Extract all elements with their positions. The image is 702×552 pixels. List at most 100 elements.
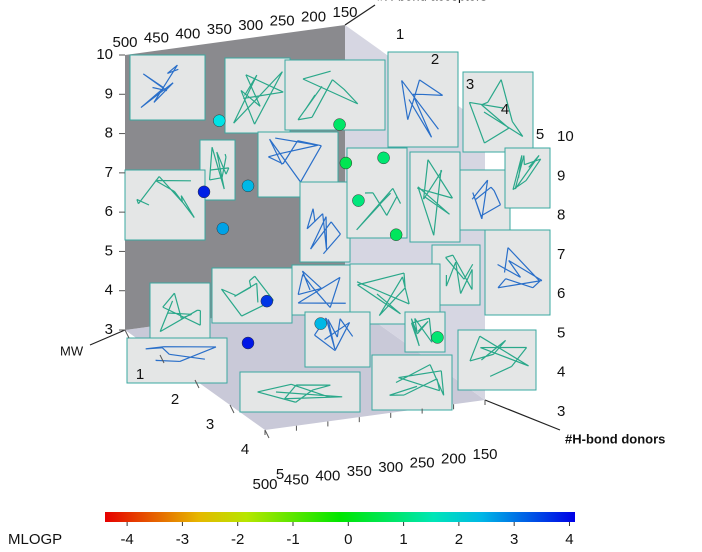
x-tick-label: 450 [144, 30, 169, 47]
x-tick-label: 150 [332, 4, 357, 21]
y-tick-label: 2 [431, 51, 439, 68]
x-tick-label: 150 [472, 446, 497, 463]
molecule [468, 79, 524, 144]
molecule [159, 292, 201, 333]
x-tick-label: 350 [207, 21, 232, 38]
y-axis-line [484, 399, 561, 431]
z-tick-label: 10 [96, 46, 113, 63]
molecule [140, 64, 179, 109]
y-tick-label: 1 [136, 366, 144, 383]
thumbnail [124, 169, 206, 241]
x-tick-label: 250 [270, 13, 295, 30]
molecule [389, 364, 445, 396]
molecule [445, 254, 474, 294]
molecule [208, 147, 230, 190]
colorbar-tick-label: -2 [231, 531, 244, 548]
molecule [257, 383, 343, 403]
colorbar-tick-label: -3 [176, 531, 189, 548]
thumbnail [291, 264, 353, 316]
molecule [356, 272, 410, 316]
molecule [220, 275, 274, 317]
y-tick-label: 4 [501, 101, 509, 118]
z-tick-label: 7 [105, 164, 113, 181]
molecule [417, 159, 453, 236]
z-tick-label: 6 [105, 203, 113, 220]
molecule [306, 208, 341, 255]
thumbnail [284, 59, 386, 131]
z-tick-label: 9 [557, 167, 565, 184]
y-tick-label: 3 [206, 416, 214, 433]
colorbar-tick-label: 0 [344, 531, 352, 548]
y-tick [264, 429, 270, 439]
x-tick-label: 450 [284, 472, 309, 489]
z-axis-title: #H-bond acceptors [377, 0, 487, 3]
z-tick-label: 8 [105, 125, 113, 142]
colorbar-title: MLOGP [8, 531, 62, 548]
molecule [471, 179, 502, 220]
point [241, 179, 255, 193]
z-tick-label: 7 [557, 246, 565, 263]
molecule [497, 247, 543, 289]
thumbnail [126, 337, 228, 384]
z-axis-line [344, 4, 376, 26]
z-tick-label: 5 [557, 324, 565, 341]
x-tick-label: 200 [441, 450, 466, 467]
point [377, 151, 390, 165]
molecule [233, 71, 284, 125]
z-tick-label: 10 [557, 128, 574, 145]
thumbnail [457, 329, 537, 391]
molecule [297, 70, 359, 121]
z-tick-label: 8 [557, 207, 565, 224]
thumbnail [299, 181, 351, 263]
point [197, 185, 211, 199]
y-axis-title: #H-bond donors [565, 431, 665, 446]
y-tick [194, 379, 200, 389]
y-tick [124, 329, 130, 339]
axis-labels: 5005004504504004003503503003002502502002… [8, 0, 665, 548]
z-tick-label: 4 [557, 364, 565, 381]
y-tick-label: 1 [396, 26, 404, 43]
molecule [410, 317, 433, 347]
z-tick-label: 3 [557, 403, 565, 420]
y-tick [159, 354, 165, 364]
x-axis-line [89, 329, 126, 346]
colorbar-tick-label: 4 [565, 531, 573, 548]
y-tick-label: 4 [241, 441, 249, 458]
thumbnail [346, 147, 408, 239]
z-tick-label: 4 [105, 282, 113, 299]
z-tick-label: 9 [105, 85, 113, 102]
molecule [356, 187, 402, 231]
z-tick-label: 5 [105, 242, 113, 259]
molecule [469, 335, 529, 377]
x-tick-label: 500 [112, 34, 137, 51]
colorbar-tick-label: -4 [120, 531, 133, 548]
molecule [512, 154, 542, 191]
x-tick-label: 500 [252, 476, 277, 493]
y-tick-label: 2 [171, 391, 179, 408]
y-tick-label: 5 [276, 466, 284, 483]
z-tick-label: 3 [105, 321, 113, 338]
point [389, 228, 403, 241]
colorbar-tick-label: 2 [455, 531, 463, 548]
colorbar-tick-label: 3 [510, 531, 518, 548]
point [260, 294, 274, 308]
molecule [268, 137, 322, 183]
x-tick-label: 300 [378, 459, 403, 476]
x-tick-label: 400 [175, 25, 200, 42]
point [216, 222, 230, 235]
point [352, 194, 365, 207]
point [314, 317, 327, 330]
y-tick-label: 5 [536, 126, 544, 143]
point [431, 331, 444, 344]
thumbnail [304, 311, 371, 368]
point [213, 114, 226, 127]
thumbnail [387, 51, 459, 148]
point [241, 336, 255, 350]
x-tick-label: 200 [301, 8, 326, 25]
x-tick-label: 400 [315, 467, 340, 484]
x-tick-label: 300 [238, 17, 263, 34]
z-tick-label: 6 [557, 285, 565, 302]
colorbar [105, 512, 575, 522]
thumbnail [211, 267, 293, 324]
